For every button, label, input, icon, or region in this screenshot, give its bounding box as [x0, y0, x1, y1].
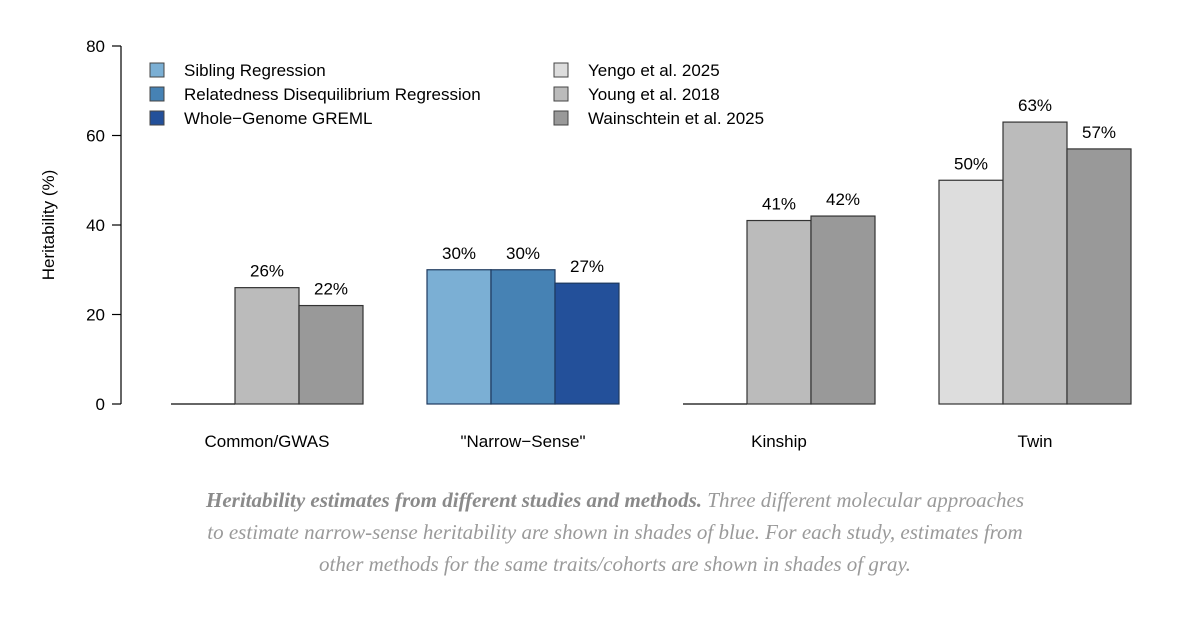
- bar: [490, 269, 556, 405]
- y-tick-label: 40: [86, 216, 105, 235]
- data-label: 26%: [250, 262, 284, 281]
- data-label: 22%: [314, 280, 348, 299]
- bar: [298, 304, 364, 405]
- legend-label: Sibling Regression: [184, 61, 326, 80]
- legend-label: Yengo et al. 2025: [588, 61, 720, 80]
- legend-label: Relatedness Disequilibrium Regression: [184, 85, 481, 104]
- legend-swatch: [149, 86, 165, 102]
- x-tick-label: Twin: [1018, 432, 1053, 451]
- legend-swatch: [553, 110, 569, 126]
- legend-swatch: [149, 62, 165, 78]
- y-tick-label: 60: [86, 127, 105, 146]
- figure-caption: Heritability estimates from different st…: [200, 484, 1030, 580]
- x-tick-label: Common/GWAS: [204, 432, 329, 451]
- data-label: 27%: [570, 257, 604, 276]
- bar: [746, 219, 812, 405]
- caption-text: Three different molecular approaches to …: [207, 488, 1024, 576]
- legend-swatch: [553, 62, 569, 78]
- data-label: 41%: [762, 195, 796, 214]
- legend-label: Young et al. 2018: [588, 85, 720, 104]
- bar: [938, 179, 1004, 405]
- y-tick-label: 80: [86, 37, 105, 56]
- data-label: 50%: [954, 154, 988, 173]
- x-tick-label: "Narrow−Sense": [461, 432, 586, 451]
- data-label: 42%: [826, 190, 860, 209]
- legend-label: Whole−Genome GREML: [184, 109, 373, 128]
- x-tick-label: Kinship: [751, 432, 807, 451]
- data-label: 57%: [1082, 123, 1116, 142]
- data-label: 63%: [1018, 96, 1052, 115]
- y-tick-label: 0: [96, 395, 105, 414]
- bar: [1002, 121, 1068, 405]
- bar-chart: 0 20 40 60 80 Heritability (%) 26% 22% Common/GW…: [39, 37, 1132, 451]
- legend-swatch: [149, 110, 165, 126]
- legend-swatch: [553, 86, 569, 102]
- data-label: 30%: [442, 244, 476, 263]
- bar: [1066, 148, 1132, 405]
- bar: [810, 215, 876, 405]
- legend-label: Wainschtein et al. 2025: [588, 109, 764, 128]
- caption-title: Heritability estimates from different st…: [206, 488, 703, 512]
- bar: [554, 282, 620, 405]
- bar: [234, 287, 300, 405]
- y-axis-label: Heritability (%): [39, 170, 58, 281]
- bar: [426, 269, 492, 405]
- data-label: 30%: [506, 244, 540, 263]
- y-tick-label: 20: [86, 306, 105, 325]
